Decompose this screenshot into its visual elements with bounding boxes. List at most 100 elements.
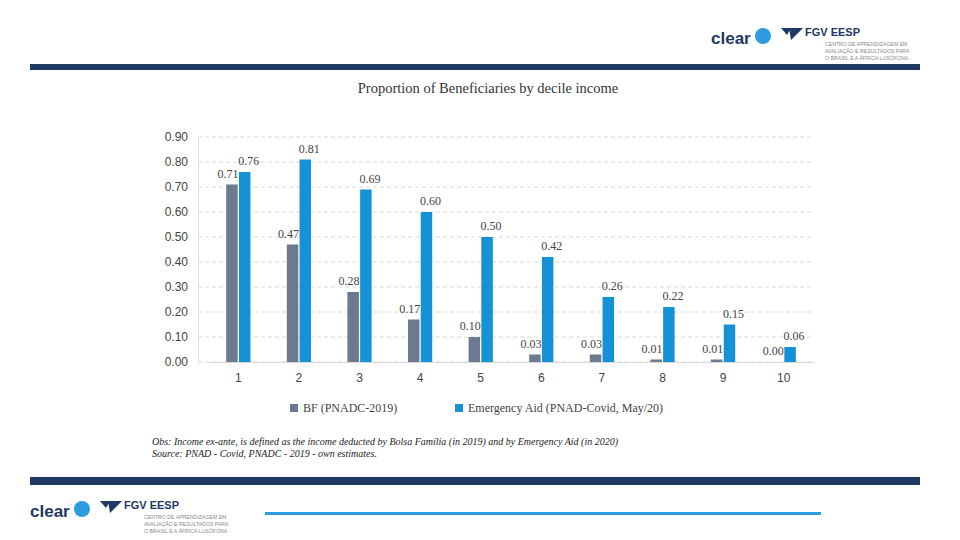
y-tick-label: 0.10: [165, 330, 189, 344]
note: Source: PNAD - Covid, PNADC - 2019 - own…: [152, 448, 377, 459]
x-tick: 6: [538, 362, 545, 385]
y-tick: 0.20: [165, 305, 198, 319]
x-tick: 7: [599, 362, 606, 385]
x-tick-label: 8: [659, 371, 666, 385]
legend: BF (PNADC-2019) Emergency Aid (PNAD-Covid…: [290, 401, 663, 415]
bars: [226, 160, 796, 363]
x-tick: 3: [356, 362, 363, 385]
data-label: 0.03: [581, 337, 602, 351]
data-label: 0.60: [420, 194, 441, 208]
y-tick-label: 0.70: [165, 180, 189, 194]
y-tick-label: 0.40: [165, 255, 189, 269]
y-tick-label: 0.30: [165, 280, 189, 294]
data-label: 0.03: [520, 337, 541, 351]
bar: [347, 292, 358, 362]
bar: [287, 245, 298, 363]
logo-tagline: O BRASIL E A ÁFRICA LUSÓFONA: [144, 528, 228, 534]
logo-tagline: CENTRO DE APRENDIZAGEM EM: [825, 41, 907, 47]
data-label: 0.01: [702, 342, 723, 356]
x-tick: 1: [235, 362, 242, 385]
bar: [650, 360, 661, 363]
logo-fgv-mark: [100, 501, 122, 513]
x-tick: 9: [720, 362, 727, 385]
y-tick: 0.40: [165, 255, 198, 269]
grid-line: [198, 212, 814, 213]
logo-clear: clear: [30, 502, 70, 521]
bottom-line: [265, 512, 821, 515]
logo-clear: clear: [711, 29, 751, 48]
x-tick-label: 5: [477, 371, 484, 385]
chart-root: clearFGV EESPCENTRO DE APRENDIZAGEM EMAV…: [0, 0, 960, 540]
bar: [772, 362, 783, 363]
data-label: 0.76: [238, 154, 259, 168]
logo-fgv-mark: [781, 28, 803, 40]
grid-line: [198, 187, 814, 188]
bar: [226, 185, 237, 363]
data-label: 0.69: [359, 172, 380, 186]
x-axis-line: [209, 362, 815, 363]
data-labels: 0.710.470.280.170.100.030.030.010.010.00…: [217, 142, 804, 359]
y-tick: 0.50: [165, 230, 198, 244]
legend-swatch: [290, 404, 298, 412]
bar: [481, 237, 492, 362]
logo: clearFGV EESPCENTRO DE APRENDIZAGEM EMAV…: [30, 499, 229, 534]
x-tick-label: 9: [720, 371, 727, 385]
bar: [360, 190, 371, 363]
bar: [603, 297, 614, 362]
legend-swatch: [455, 404, 463, 412]
bar: [711, 360, 722, 363]
y-tick: 0.30: [165, 280, 198, 294]
y-tick-label: 0.20: [165, 305, 189, 319]
y-tick-label: 0.00: [165, 355, 189, 369]
y-tick-label: 0.80: [165, 155, 189, 169]
bar: [300, 160, 311, 363]
data-label: 0.26: [602, 279, 623, 293]
y-axis: 0.000.100.200.300.400.500.600.700.800.90: [165, 130, 199, 369]
y-tick-label: 0.50: [165, 230, 189, 244]
y-tick-label: 0.90: [165, 130, 189, 144]
x-tick-label: 7: [599, 371, 606, 385]
data-label: 0.28: [339, 274, 360, 288]
note: Obs: Income ex-ante, is defined as the i…: [152, 436, 619, 448]
data-label: 0.47: [278, 227, 299, 241]
bar: [724, 325, 735, 363]
bar: [408, 320, 419, 363]
bar: [663, 307, 674, 362]
data-label: 0.81: [299, 142, 320, 156]
data-label: 0.00: [763, 344, 784, 358]
logo-fgv: FGV EESP: [805, 26, 860, 38]
bar: [542, 257, 553, 362]
x-axis: 12345678910: [209, 362, 815, 385]
data-label: 0.10: [460, 319, 481, 333]
logo-fgv: FGV EESP: [124, 499, 179, 511]
bar: [529, 355, 540, 363]
x-tick: 8: [659, 362, 666, 385]
data-label: 0.06: [784, 329, 805, 343]
logo-globe: [755, 28, 771, 44]
data-label: 0.22: [662, 289, 683, 303]
bar: [590, 355, 601, 363]
y-tick: 0.80: [165, 155, 198, 169]
bottom-band: [30, 477, 920, 485]
x-tick: 2: [296, 362, 303, 385]
x-tick-label: 6: [538, 371, 545, 385]
data-label: 0.15: [723, 307, 744, 321]
legend-label: BF (PNADC-2019): [303, 401, 397, 415]
x-tick: 10: [777, 362, 791, 385]
logo-tagline: AVALIAÇÃO E RESULTADOS PARA: [144, 521, 229, 527]
x-tick-label: 1: [235, 371, 242, 385]
x-tick-label: 3: [356, 371, 363, 385]
grid-line: [198, 137, 814, 138]
data-label: 0.50: [481, 219, 502, 233]
logo: clear FGV EESP CENTRO DE APRENDIZAGEM EMAV…: [711, 26, 910, 61]
data-label: 0.17: [399, 302, 420, 316]
legend-label: Emergency Aid (PNAD-Covid, May/20): [468, 401, 663, 415]
data-label: 0.42: [541, 239, 562, 253]
chart-title: Proportion of Beneficiaries by decile in…: [358, 80, 619, 96]
grid-line: [198, 162, 814, 163]
logo-tagline: AVALIAÇÃO E RESULTADOS PARA: [825, 48, 910, 54]
data-label: 0.71: [217, 167, 238, 181]
top-band: [30, 64, 920, 70]
y-tick: 0.90: [165, 130, 198, 144]
y-tick: 0.10: [165, 330, 198, 344]
